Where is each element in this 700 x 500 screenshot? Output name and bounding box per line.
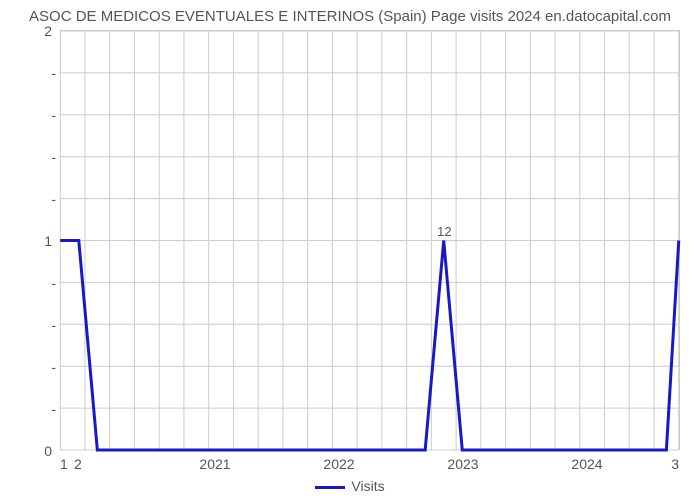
x-axis-tick: 2023 — [447, 456, 478, 472]
y-axis-minor-tick: - — [51, 317, 56, 333]
x-axis-tick: 2021 — [199, 456, 230, 472]
y-axis-minor-tick: - — [51, 149, 56, 165]
y-axis-tick: 2 — [44, 23, 52, 39]
x-axis-tick: 2022 — [323, 456, 354, 472]
x-axis-edge-label: 3 — [671, 456, 679, 472]
data-point-label: 12 — [437, 224, 451, 239]
chart-legend: Visits — [0, 478, 700, 494]
legend-swatch — [315, 486, 345, 489]
y-axis-tick: 0 — [44, 443, 52, 459]
x-axis-edge-label: 2 — [74, 456, 82, 472]
y-axis-minor-tick: - — [51, 359, 56, 375]
y-axis-tick: 1 — [44, 233, 52, 249]
y-axis-minor-tick: - — [51, 275, 56, 291]
chart-plot-area: 012--------202120222023202412312 — [60, 30, 680, 450]
chart-container: { "chart": { "type": "line", "title": "A… — [0, 0, 700, 500]
x-axis-edge-label: 1 — [60, 456, 68, 472]
x-axis-tick: 2024 — [571, 456, 602, 472]
y-axis-minor-tick: - — [51, 191, 56, 207]
chart-series-line — [60, 31, 679, 450]
legend-label: Visits — [351, 478, 384, 494]
chart-title: ASOC DE MEDICOS EVENTUALES E INTERINOS (… — [0, 8, 700, 25]
y-axis-minor-tick: - — [51, 65, 56, 81]
y-axis-minor-tick: - — [51, 401, 56, 417]
y-axis-minor-tick: - — [51, 107, 56, 123]
